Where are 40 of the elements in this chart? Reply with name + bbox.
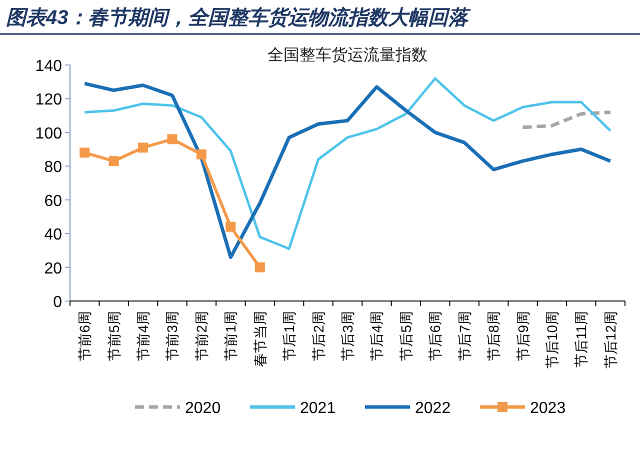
point bbox=[167, 134, 178, 144]
legend-label: 2021 bbox=[300, 400, 336, 417]
x-tick-label: 节前6周 bbox=[76, 311, 93, 361]
x-tick-label: 节后4周 bbox=[368, 311, 385, 361]
x-tick-label: 节后11周 bbox=[573, 311, 590, 368]
y-tick-label: 0 bbox=[53, 294, 62, 311]
x-tick-label: 节前4周 bbox=[135, 311, 152, 361]
x-tick-label: 节后9周 bbox=[514, 311, 531, 361]
point bbox=[226, 222, 236, 232]
x-tick-label: 节前2周 bbox=[193, 311, 210, 361]
x-tick-label: 节后8周 bbox=[486, 311, 502, 361]
y-tick-label: 40 bbox=[44, 226, 62, 244]
y-tick-label: 100 bbox=[35, 125, 62, 142]
point bbox=[108, 156, 119, 166]
x-tick-label: 节后6周 bbox=[427, 311, 444, 361]
x-tick-label: 节后3周 bbox=[340, 311, 356, 361]
point bbox=[80, 148, 90, 158]
x-tick-label: 节后10周 bbox=[544, 311, 560, 369]
x-tick-label: 节后2周 bbox=[310, 311, 326, 361]
point bbox=[196, 149, 206, 160]
point bbox=[138, 142, 148, 153]
y-tick-label: 20 bbox=[44, 260, 62, 278]
y-tick-label: 120 bbox=[35, 92, 62, 109]
point bbox=[254, 262, 265, 272]
x-tick-label: 春节当周 bbox=[252, 311, 268, 367]
y-tick-label: 60 bbox=[44, 192, 62, 210]
y-tick-label: 140 bbox=[35, 58, 62, 75]
title: 图表43：春节期间，全国整车货运物流指数大幅回落 bbox=[6, 7, 468, 29]
x-tick-label: 节后5周 bbox=[398, 311, 414, 361]
x-tick-label: 节后1周 bbox=[281, 311, 298, 361]
x-tick-label: 节前3周 bbox=[164, 311, 180, 361]
x-tick-label: 节前1周 bbox=[222, 311, 239, 361]
legend-label: 2020 bbox=[185, 400, 221, 417]
x-tick-label: 节后7周 bbox=[456, 311, 472, 361]
x-tick-label: 节前5周 bbox=[106, 311, 122, 361]
y-tick-label: 80 bbox=[44, 159, 62, 176]
legend-label: 2023 bbox=[530, 400, 566, 417]
legend-label: 2022 bbox=[415, 400, 451, 417]
x-tick-label: 节后12周 bbox=[602, 311, 618, 369]
chart-subtitle: 全国整车货运流量指数 bbox=[268, 46, 428, 64]
